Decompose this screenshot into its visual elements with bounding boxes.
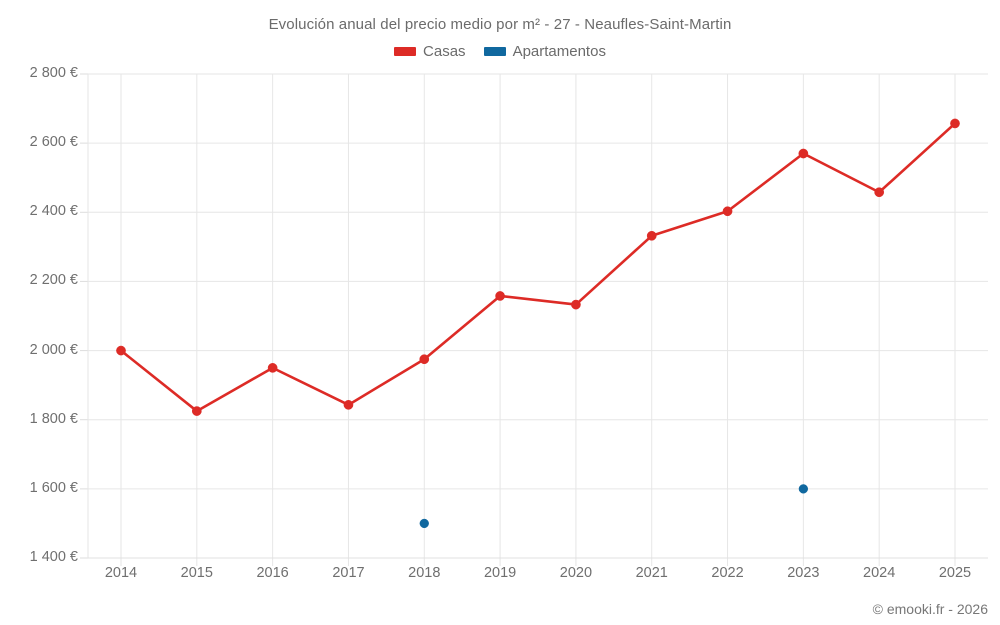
- x-axis-label: 2020: [559, 565, 593, 581]
- data-point-casas-2024[interactable]: [874, 187, 885, 198]
- data-point-apartamentos-2023[interactable]: [798, 484, 809, 494]
- y-axis-label: 1 400 €: [29, 549, 78, 565]
- data-point-casas-2022[interactable]: [722, 206, 733, 217]
- x-axis-label: 2019: [483, 565, 517, 581]
- series-line-casas: [119, 122, 957, 413]
- y-axis-label: 1 800 €: [29, 410, 78, 427]
- y-axis-label: 2 800 €: [29, 65, 78, 81]
- data-point-casas-2023[interactable]: [798, 148, 809, 159]
- y-axis-label: 2 200 €: [29, 272, 78, 289]
- y-axis-label: 2 400 €: [29, 203, 78, 220]
- x-axis-label: 2017: [332, 565, 365, 581]
- data-point-casas-2015[interactable]: [191, 406, 202, 416]
- data-point-casas-2016[interactable]: [267, 363, 278, 373]
- legend-swatch-casas: [394, 47, 417, 56]
- legend-label-casas: Casas: [423, 43, 466, 60]
- x-axis-label: 2022: [711, 565, 744, 581]
- x-axis-label: 2016: [256, 565, 289, 581]
- data-point-casas-2021[interactable]: [646, 230, 657, 241]
- data-point-casas-2017[interactable]: [343, 399, 354, 410]
- y-axis-label: 2 600 €: [29, 134, 78, 151]
- y-axis-label: 2 000 €: [29, 341, 78, 358]
- data-point-casas-2025[interactable]: [950, 118, 960, 129]
- legend-label-apartamentos: Apartamentos: [512, 43, 606, 60]
- legend-swatch-apartamentos: [483, 47, 506, 56]
- x-axis-label: 2015: [180, 565, 213, 581]
- credit-text: © emooki.fr - 2026: [872, 601, 988, 617]
- y-axis-label: 1 600 €: [29, 479, 78, 496]
- legend-item-casas[interactable]: Casas: [394, 44, 466, 59]
- chart-title: Evolución anual del precio medio por m² …: [268, 16, 732, 33]
- x-axis-label: 2018: [408, 565, 441, 581]
- data-point-casas-2014[interactable]: [116, 345, 126, 356]
- data-point-casas-2018[interactable]: [419, 354, 430, 365]
- x-axis-label: 2024: [863, 565, 896, 581]
- x-axis-label: 2021: [635, 565, 668, 581]
- x-axis-label: 2025: [938, 565, 972, 581]
- data-point-casas-2020[interactable]: [571, 299, 581, 310]
- legend-item-apartamentos[interactable]: Apartamentos: [483, 43, 606, 60]
- x-axis-label: 2023: [787, 565, 820, 581]
- data-point-casas-2019[interactable]: [495, 291, 505, 301]
- chart-legend: Casas Apartamentos: [0, 44, 1000, 59]
- x-axis-label: 2014: [104, 565, 138, 581]
- data-point-apartamentos-2018[interactable]: [419, 518, 429, 529]
